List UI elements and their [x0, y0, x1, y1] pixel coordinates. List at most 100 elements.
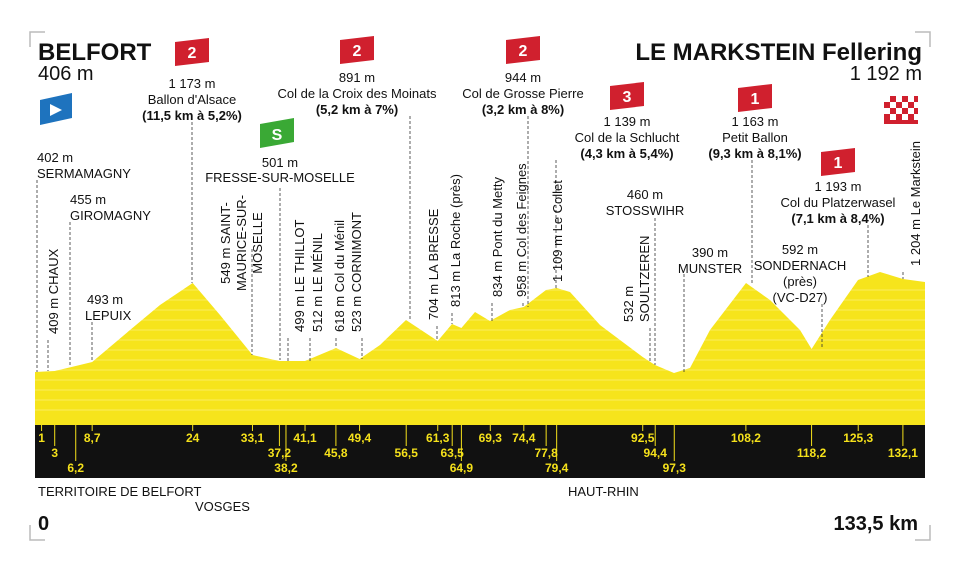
km-mark: 132,1 [888, 446, 918, 460]
start-altitude: 406 m [38, 63, 94, 85]
km-mark: 125,3 [843, 431, 873, 445]
sprint-altitude: 501 m [262, 155, 298, 170]
climb-name: Ballon d'Alsace [148, 92, 236, 107]
climb-badge [821, 148, 855, 176]
vertical-place-label: 834 m Pont du Metty [490, 177, 505, 297]
place-label: 460 m [627, 187, 663, 202]
climb-altitude: 1 163 m [732, 114, 779, 129]
sprint-symbol: S [272, 127, 283, 144]
km-mark: 118,2 [797, 446, 827, 460]
vertical-place-label: 1 109 m Le Collet [550, 180, 565, 282]
vertical-place-label: 499 m LE THILLOT [292, 219, 307, 332]
place-label: 402 m [37, 150, 73, 165]
km-mark: 38,2 [274, 461, 298, 475]
climb-name: Col de Grosse Pierre [462, 86, 583, 101]
frame [29, 31, 931, 541]
climb-badge [610, 82, 644, 110]
region: HAUT-RHIN [568, 484, 639, 499]
place-label: 493 m [87, 292, 123, 307]
km-mark: 64,9 [450, 461, 474, 475]
vertical-place-label: MAURICE-SUR- [234, 195, 249, 291]
km-mark: 108,2 [731, 431, 761, 445]
place-label: MUNSTER [678, 261, 742, 276]
profile-hatch [35, 289, 925, 411]
place-label: LEPUIX [85, 308, 132, 323]
finish-flag [884, 96, 918, 124]
km-mark: 97,3 [663, 461, 687, 475]
climb-altitude: 1 173 m [169, 76, 216, 91]
vertical-place-label: 958 m Col des Feignes [514, 163, 529, 297]
finish-name: LE MARKSTEIN Fellering [635, 39, 922, 66]
start-name: BELFORT [38, 39, 152, 66]
vertical-place-label: 813 m La Roche (près) [448, 174, 463, 307]
vertical-place-label: 704 m LA BRESSE [426, 208, 441, 320]
km-mark: 69,3 [479, 431, 503, 445]
vertical-place-label: 523 m CORNIMONT [349, 212, 364, 332]
km-mark: 3 [51, 446, 58, 460]
climb-category: 2 [188, 45, 197, 62]
place-label: SONDERNACH [754, 258, 846, 273]
km-mark: 45,8 [324, 446, 348, 460]
start-arrow [50, 104, 62, 116]
vertical-place-label: 618 m Col du Ménil [332, 220, 347, 332]
km-mark: 33,1 [241, 431, 265, 445]
km-mark: 79,4 [545, 461, 569, 475]
km-mark: 6,2 [67, 461, 84, 475]
finish-altitude: 1 192 m [850, 63, 922, 85]
km-mark: 63,5 [441, 446, 465, 460]
vertical-place-label: 409 m CHAUX [46, 248, 61, 334]
climb-detail: (7,1 km à 8,4%) [791, 211, 884, 226]
place-label: (VC-D27) [773, 290, 828, 305]
km-mark: 37,2 [268, 446, 292, 460]
distance-start: 0 [38, 513, 49, 535]
km-mark: 61,3 [426, 431, 450, 445]
km-mark: 1 [38, 431, 45, 445]
region: VOSGES [195, 499, 250, 514]
place-label: (près) [783, 274, 817, 289]
km-mark: 74,4 [512, 431, 536, 445]
climb-altitude: 1 139 m [604, 114, 651, 129]
climb-badge [738, 84, 772, 112]
climb-category: 2 [519, 43, 528, 60]
vertical-place-label: MOSELLE [250, 212, 265, 274]
climb-detail: (3,2 km à 8%) [482, 102, 564, 117]
profile [35, 272, 925, 425]
km-mark: 94,4 [644, 446, 668, 460]
climb-altitude: 891 m [339, 70, 375, 85]
climb-name: Col du Platzerwasel [781, 195, 896, 210]
climb-name: Petit Ballon [722, 130, 788, 145]
km-mark: 41,1 [293, 431, 317, 445]
place-label: 592 m [782, 242, 818, 257]
km-band [35, 425, 925, 478]
vertical-place-label: 512 m LE MÉNIL [310, 233, 325, 332]
climb-category: 1 [834, 155, 843, 172]
climb-badge [175, 38, 209, 66]
vertical-place-label: 1 204 m Le Markstein [908, 141, 923, 266]
place-label: SERMAMAGNY [37, 166, 131, 181]
vertical-place-label: 549 m SAINT- [218, 202, 233, 284]
climb-category: 2 [353, 43, 362, 60]
region: TERRITOIRE DE BELFORT [38, 484, 202, 499]
climb-badge [506, 36, 540, 64]
km-mark: 56,5 [395, 446, 419, 460]
vertical-place-label: SOULTZEREN [637, 236, 652, 322]
km-mark: 77,8 [534, 446, 558, 460]
climb-category: 1 [751, 91, 760, 108]
sprint-name: FRESSE-SUR-MOSELLE [205, 170, 355, 185]
climb-badge [340, 36, 374, 64]
climb-category: 3 [623, 89, 632, 106]
place-label: GIROMAGNY [70, 208, 151, 223]
climb-altitude: 944 m [505, 70, 541, 85]
km-mark: 49,4 [348, 431, 372, 445]
distance-end: 133,5 km [833, 513, 918, 535]
km-mark: 24 [186, 431, 200, 445]
km-mark: 92,5 [631, 431, 655, 445]
climb-detail: (5,2 km à 7%) [316, 102, 398, 117]
vertical-place-label: 532 m [621, 286, 636, 322]
climb-detail: (4,3 km à 5,4%) [580, 146, 673, 161]
place-label: 390 m [692, 245, 728, 260]
sprint-badge [260, 118, 294, 148]
place-label: 455 m [70, 192, 106, 207]
place-label: STOSSWIHR [606, 203, 685, 218]
